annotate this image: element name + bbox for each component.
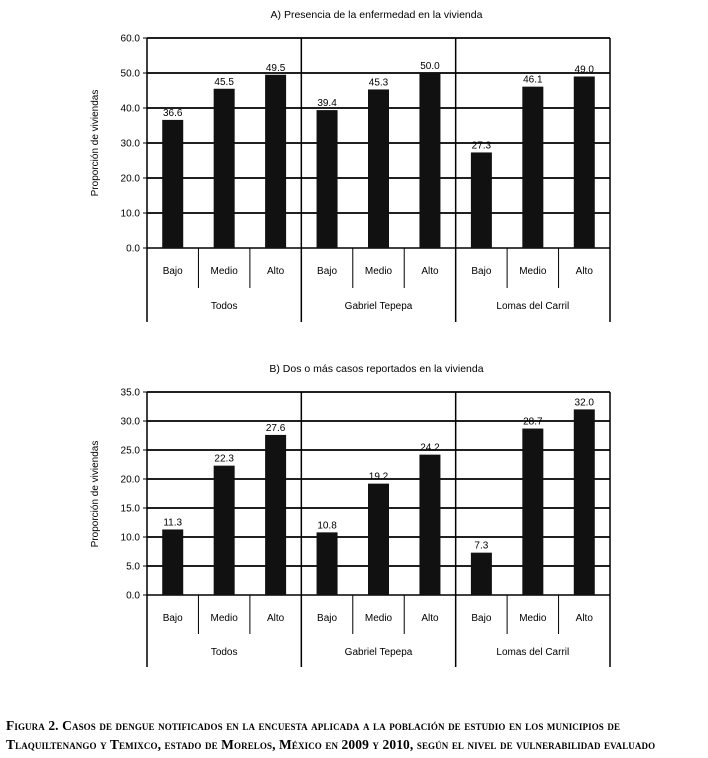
bar bbox=[419, 454, 441, 595]
group-label: Todos bbox=[211, 301, 238, 312]
bar bbox=[213, 465, 235, 595]
group-label: Lomas del Carril bbox=[496, 301, 569, 312]
bar bbox=[368, 89, 389, 248]
bar bbox=[522, 86, 544, 249]
category-label: Alto bbox=[421, 266, 439, 277]
y-tick-label: 20.0 bbox=[121, 174, 141, 185]
chart-title: B) Dos o más casos reportados en la vivi… bbox=[269, 363, 483, 375]
bar bbox=[419, 73, 441, 248]
category-label: Bajo bbox=[317, 266, 337, 277]
bar-value-label: 50.0 bbox=[420, 61, 440, 72]
bar-value-label: 45.5 bbox=[214, 77, 234, 88]
chart-b: B) Dos o más casos reportados en la vivi… bbox=[0, 352, 708, 682]
category-label: Medio bbox=[519, 613, 547, 624]
chart-a-svg: A) Presencia de la enfermedad en la vivi… bbox=[90, 9, 611, 322]
bar-value-label: 27.3 bbox=[472, 140, 492, 151]
category-label: Medio bbox=[365, 613, 393, 624]
bar bbox=[316, 110, 338, 248]
y-tick-label: 60.0 bbox=[121, 34, 141, 45]
bar bbox=[316, 532, 338, 595]
category-label: Alto bbox=[267, 266, 285, 277]
y-tick-label: 0.0 bbox=[126, 591, 140, 602]
chart-b-svg: B) Dos o más casos reportados en la vivi… bbox=[90, 363, 611, 667]
bar-value-label: 10.8 bbox=[317, 520, 337, 531]
chart-a: A) Presencia de la enfermedad en la vivi… bbox=[0, 0, 708, 340]
bar bbox=[162, 529, 184, 595]
y-tick-label: 15.0 bbox=[121, 504, 141, 515]
category-label: Alto bbox=[267, 613, 285, 624]
category-label: Alto bbox=[421, 613, 439, 624]
bar-value-label: 36.6 bbox=[163, 108, 183, 119]
bar-value-label: 32.0 bbox=[575, 397, 595, 408]
category-label: Medio bbox=[365, 266, 393, 277]
bar-value-label: 39.4 bbox=[317, 98, 337, 109]
y-tick-label: 20.0 bbox=[121, 475, 141, 486]
bar bbox=[265, 434, 287, 595]
category-label: Bajo bbox=[471, 266, 491, 277]
group-label: Todos bbox=[211, 647, 238, 658]
bar-value-label: 7.3 bbox=[474, 541, 488, 552]
y-tick-label: 0.0 bbox=[126, 244, 140, 255]
bar bbox=[470, 552, 492, 595]
bar-value-label: 11.3 bbox=[163, 517, 182, 528]
y-tick-label: 25.0 bbox=[121, 446, 141, 457]
bar-value-label: 19.2 bbox=[369, 472, 389, 483]
y-tick-label: 30.0 bbox=[121, 139, 141, 150]
group-label: Gabriel Tepepa bbox=[345, 647, 413, 658]
y-axis-label: Proporción de viviendas bbox=[90, 441, 101, 548]
y-tick-label: 30.0 bbox=[121, 417, 141, 428]
bar bbox=[573, 76, 595, 248]
category-label: Medio bbox=[519, 266, 547, 277]
chart-title: A) Presencia de la enfermedad en la vivi… bbox=[271, 9, 483, 21]
y-tick-label: 5.0 bbox=[126, 562, 140, 573]
bar bbox=[213, 88, 235, 248]
bar bbox=[265, 74, 287, 248]
y-tick-label: 50.0 bbox=[121, 69, 141, 80]
bar bbox=[522, 428, 544, 595]
category-label: Bajo bbox=[471, 613, 491, 624]
bar-value-label: 24.2 bbox=[420, 443, 440, 454]
y-tick-label: 40.0 bbox=[121, 104, 141, 115]
bar-value-label: 49.0 bbox=[575, 65, 595, 76]
category-label: Medio bbox=[211, 266, 239, 277]
y-tick-label: 10.0 bbox=[121, 209, 141, 220]
y-axis-label: Proporción de viviendas bbox=[90, 90, 101, 197]
bar bbox=[573, 409, 595, 595]
bar-value-label: 46.1 bbox=[523, 75, 543, 86]
category-label: Medio bbox=[211, 613, 239, 624]
bar-value-label: 49.5 bbox=[266, 63, 286, 74]
bar-value-label: 22.3 bbox=[214, 454, 234, 465]
group-label: Gabriel Tepepa bbox=[345, 301, 413, 312]
bar-value-label: 45.3 bbox=[369, 77, 389, 88]
y-tick-label: 10.0 bbox=[121, 533, 141, 544]
bar-value-label: 27.6 bbox=[266, 423, 286, 434]
category-label: Bajo bbox=[163, 266, 183, 277]
figure-caption: Figura 2. Casos de dengue notificados en… bbox=[6, 718, 656, 752]
bar-value-label: 28.7 bbox=[523, 417, 543, 428]
group-label: Lomas del Carril bbox=[496, 647, 569, 658]
category-label: Bajo bbox=[317, 613, 337, 624]
y-tick-label: 35.0 bbox=[121, 388, 141, 399]
category-label: Alto bbox=[576, 613, 594, 624]
category-label: Alto bbox=[576, 266, 594, 277]
bar bbox=[368, 483, 389, 595]
bar bbox=[470, 152, 492, 248]
bar bbox=[162, 119, 184, 249]
category-label: Bajo bbox=[163, 613, 183, 624]
